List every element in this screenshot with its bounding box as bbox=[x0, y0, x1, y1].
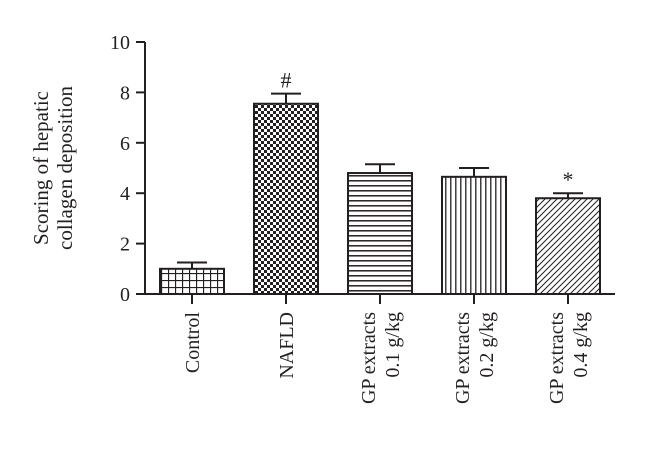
bar-group bbox=[441, 167, 507, 296]
x-tick-label: Control bbox=[182, 312, 204, 374]
x-tick-label: 0.4 g/kg bbox=[570, 312, 592, 378]
bar bbox=[535, 197, 601, 296]
y-tick-label: 4 bbox=[120, 183, 130, 205]
y-tick-label: 2 bbox=[120, 234, 130, 256]
y-axis: 0 2 4 6 8 10 bbox=[110, 32, 146, 306]
x-tick-label-group: Control bbox=[182, 312, 204, 374]
y-tick-label: 10 bbox=[110, 32, 130, 54]
x-tick-label: GP extracts bbox=[546, 312, 568, 404]
y-tick-label: 0 bbox=[120, 284, 130, 306]
x-tick-label-group: GP extracts 0.2 g/kg bbox=[452, 312, 498, 404]
x-axis: Control NAFLD GP extracts 0.1 g/kg GP extrac… bbox=[145, 293, 615, 404]
significance-marker: * bbox=[563, 167, 574, 192]
x-tick-label: 0.2 g/kg bbox=[476, 312, 498, 378]
y-axis-title-line-2: collagen deposition bbox=[53, 86, 77, 250]
bar bbox=[253, 102, 319, 295]
y-axis-title: Scoring of hepatic collagen deposition bbox=[29, 86, 77, 250]
x-tick-label: GP extracts bbox=[358, 312, 380, 404]
x-tick-label-group: GP extracts 0.1 g/kg bbox=[358, 312, 404, 404]
bar bbox=[159, 267, 225, 295]
x-tick-label-group: GP extracts 0.4 g/kg bbox=[546, 312, 592, 404]
bar-group: * bbox=[535, 167, 601, 296]
x-tick-label: 0.1 g/kg bbox=[382, 312, 404, 378]
bars: #* bbox=[159, 68, 601, 296]
bar-group bbox=[159, 261, 225, 295]
bar bbox=[441, 175, 507, 296]
bar-group bbox=[347, 163, 413, 295]
x-tick-label: GP extracts bbox=[452, 312, 474, 404]
significance-marker: # bbox=[281, 68, 292, 93]
bar-group: # bbox=[253, 68, 319, 295]
x-tick-label: NAFLD bbox=[276, 312, 298, 379]
y-axis-title-line-1: Scoring of hepatic bbox=[29, 91, 53, 245]
bar bbox=[347, 172, 413, 295]
y-tick-label: 8 bbox=[120, 82, 130, 104]
y-tick-label: 6 bbox=[120, 133, 130, 155]
x-tick-label-group: NAFLD bbox=[276, 312, 298, 379]
